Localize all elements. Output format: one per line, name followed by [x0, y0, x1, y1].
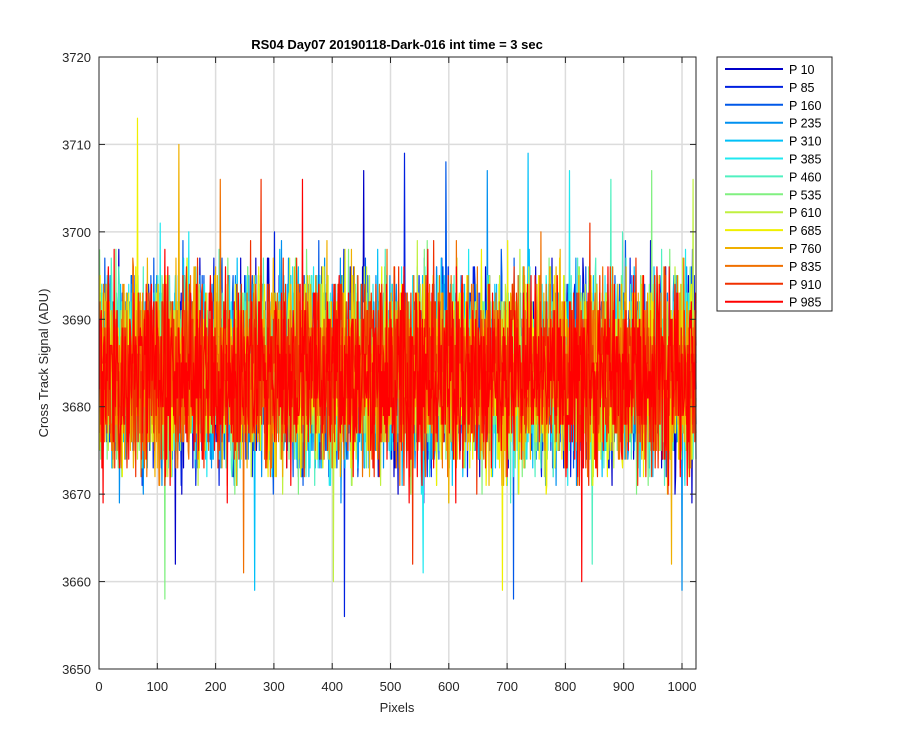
- legend-label: P 685: [789, 224, 821, 238]
- x-tick-label: 200: [205, 679, 227, 694]
- legend-item: P 910: [725, 278, 821, 292]
- legend-label: P 535: [789, 188, 821, 202]
- x-tick-label: 300: [263, 679, 285, 694]
- x-tick-label: 0: [95, 679, 102, 694]
- x-tick-label: 600: [438, 679, 460, 694]
- legend-label: P 85: [789, 81, 815, 95]
- x-axis-label: Pixels: [380, 700, 415, 715]
- axes: 0 100 200 300 400 500 600 700 800 900 1000 3650 3660…: [62, 50, 696, 694]
- legend-label: P 235: [789, 117, 821, 131]
- y-tick-label: 3660: [62, 575, 91, 590]
- x-tick-label: 400: [321, 679, 343, 694]
- legend-item: P 760: [725, 242, 821, 256]
- series-lines: [98, 117, 697, 618]
- legend-item: P 985: [725, 296, 821, 310]
- legend-label: P 160: [789, 99, 821, 113]
- legend-label: P 760: [789, 242, 821, 256]
- x-tick-label: 500: [380, 679, 402, 694]
- y-tick-label: 3680: [62, 400, 91, 415]
- legend-label: P 10: [789, 63, 815, 77]
- x-tick-label: 700: [496, 679, 518, 694]
- legend-box: [716, 56, 833, 312]
- series-line: [98, 178, 697, 583]
- y-tick-label: 3690: [62, 312, 91, 327]
- legend-label: P 460: [789, 170, 821, 184]
- legend-item: P 535: [725, 188, 821, 202]
- legend-item: P 610: [725, 206, 821, 220]
- x-tick-label: 1000: [668, 679, 697, 694]
- legend-label: P 385: [789, 153, 821, 167]
- legend-item: P 460: [725, 170, 821, 184]
- legend-item: P 685: [725, 224, 821, 238]
- y-tick-label: 3650: [62, 662, 91, 677]
- y-axis-label: Cross Track Signal (ADU): [36, 289, 51, 438]
- y-tick-label: 3720: [62, 50, 91, 65]
- legend-label: P 310: [789, 135, 821, 149]
- legend-item: P 10: [725, 63, 815, 77]
- y-tick-label: 3710: [62, 137, 91, 152]
- legend-label: P 610: [789, 206, 821, 220]
- legend-item: P 835: [725, 260, 821, 274]
- legend-item: P 85: [725, 81, 815, 95]
- chart-title: RS04 Day07 20190118-Dark-016 int time = …: [251, 37, 543, 52]
- legend-label: P 910: [789, 278, 821, 292]
- x-tick-label: 800: [555, 679, 577, 694]
- legend: P 10 P 85 P 160 P 235 P 310 P 385 P 460 P 535 P …: [716, 56, 833, 312]
- legend-item: P 385: [725, 153, 821, 167]
- y-tick-label: 3670: [62, 487, 91, 502]
- legend-label: P 985: [789, 296, 821, 310]
- legend-label: P 835: [789, 260, 821, 274]
- x-tick-label: 900: [613, 679, 635, 694]
- x-tick-label: 100: [146, 679, 168, 694]
- legend-item: P 310: [725, 135, 821, 149]
- legend-item: P 160: [725, 99, 821, 113]
- legend-item: P 235: [725, 117, 821, 131]
- y-tick-label: 3700: [62, 225, 91, 240]
- plot-frame: [98, 56, 697, 670]
